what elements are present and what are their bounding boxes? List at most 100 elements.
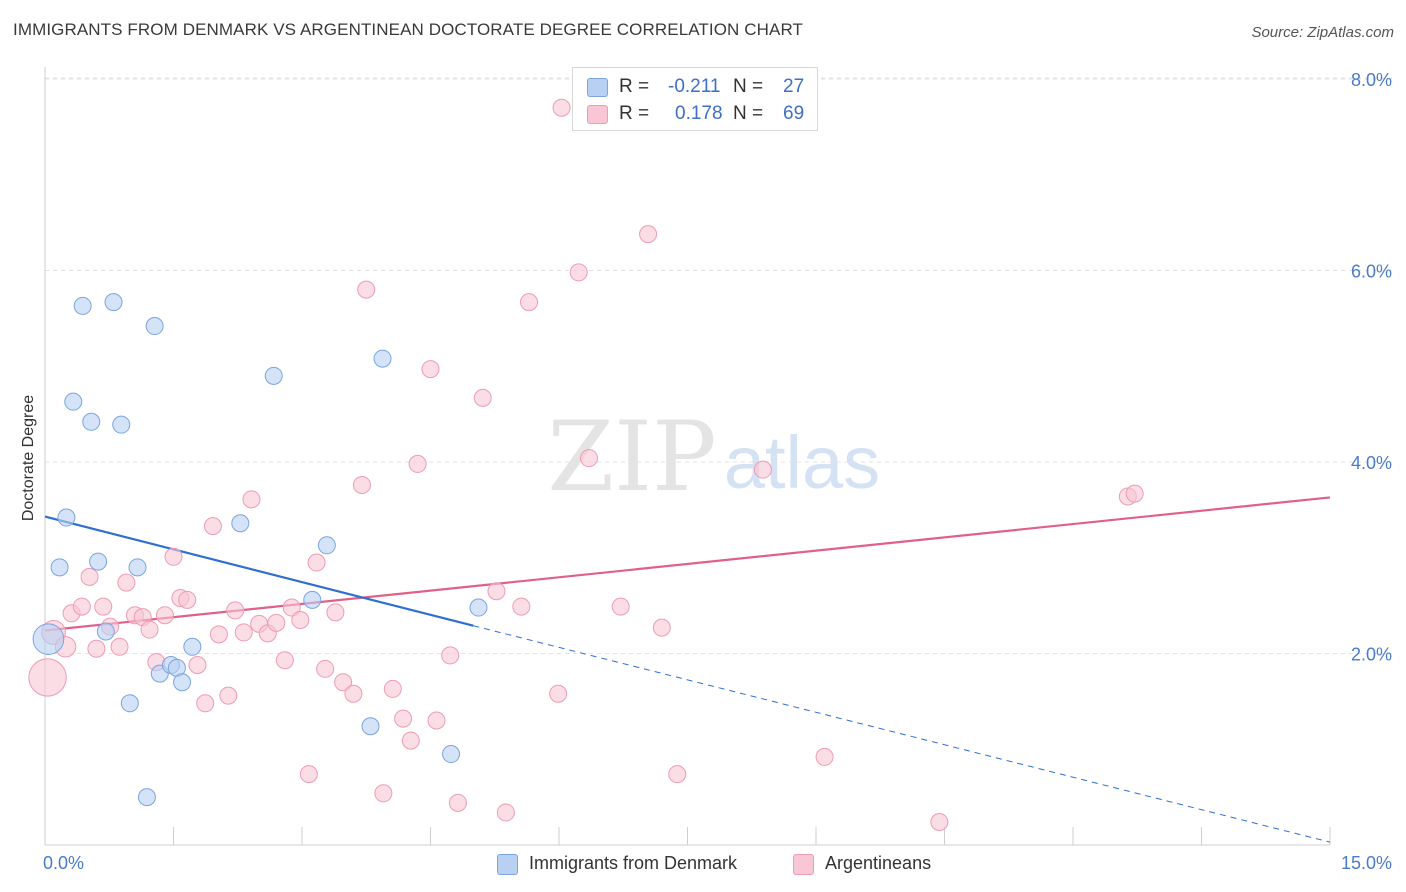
denmark-point bbox=[373, 349, 392, 368]
argentineans-point bbox=[639, 225, 658, 244]
argentineans-point bbox=[291, 610, 310, 629]
denmark-trendline bbox=[44, 515, 474, 627]
y-tick-label: 2.0% bbox=[1351, 645, 1392, 665]
argentineans-point bbox=[140, 620, 159, 639]
argentineans-point bbox=[155, 606, 174, 625]
pink-swatch bbox=[793, 854, 814, 875]
argentineans-point bbox=[94, 597, 113, 616]
argentineans-point bbox=[196, 694, 215, 713]
argentineans-point bbox=[344, 684, 363, 703]
argentineans-point bbox=[408, 454, 427, 473]
source-credit: Source: ZipAtlas.com bbox=[1251, 24, 1394, 41]
denmark-point bbox=[264, 366, 283, 385]
axes bbox=[44, 67, 1331, 846]
argentineans-point bbox=[164, 547, 183, 566]
x-tick-label: 15.0% bbox=[1341, 853, 1392, 873]
n-value: 27 bbox=[783, 76, 805, 97]
denmark-point bbox=[64, 392, 83, 411]
argentineans-point bbox=[242, 490, 261, 509]
argentineans-point bbox=[930, 813, 949, 832]
denmark-point bbox=[442, 745, 461, 764]
y-tick-label: 4.0% bbox=[1351, 453, 1392, 473]
argentineans-point bbox=[473, 388, 492, 407]
legend-label: Immigrants from Denmark bbox=[529, 853, 738, 873]
denmark-point bbox=[104, 293, 123, 312]
argentineans-point bbox=[496, 803, 515, 822]
argentineans-point bbox=[72, 597, 91, 616]
argentineans-point bbox=[357, 280, 376, 299]
argentineans-point bbox=[401, 731, 420, 750]
denmark-point bbox=[73, 296, 92, 315]
blue-swatch bbox=[587, 78, 608, 97]
argentineans-point bbox=[753, 460, 772, 479]
denmark-point bbox=[361, 717, 380, 736]
r-value: -0.211 bbox=[668, 76, 721, 97]
denmark-point bbox=[89, 552, 108, 571]
denmark-point bbox=[112, 415, 131, 434]
watermark: ZIP atlas bbox=[547, 401, 880, 513]
argentineans-point bbox=[427, 711, 446, 730]
n-label: N = bbox=[733, 103, 764, 124]
argentineans-point bbox=[441, 646, 460, 665]
argentineans-point bbox=[307, 553, 326, 572]
argentineans-point bbox=[1125, 484, 1144, 503]
y-tick-label: 6.0% bbox=[1351, 262, 1392, 282]
argentineans-point bbox=[209, 625, 228, 644]
argentineans-point bbox=[28, 658, 67, 697]
argentineans-point bbox=[579, 449, 598, 468]
n-value: 69 bbox=[783, 103, 805, 124]
argentineans-point bbox=[569, 263, 588, 282]
argentineans-point bbox=[326, 603, 345, 622]
denmark-trendline-extension bbox=[473, 625, 1331, 843]
argentineans-point bbox=[282, 598, 301, 617]
argentineans-point bbox=[394, 709, 413, 728]
argentineans-point bbox=[374, 784, 393, 803]
argentineans-point bbox=[383, 679, 402, 698]
stats-legend: R = -0.211 N = 27 R = 0.178 N = 69 bbox=[572, 67, 818, 131]
r-value: 0.178 bbox=[675, 103, 723, 124]
y-axis-title: Doctorate Degree bbox=[20, 395, 37, 521]
chart-title: IMMIGRANTS FROM DENMARK VS ARGENTINEAN D… bbox=[13, 20, 804, 39]
argentineans-point bbox=[334, 673, 353, 692]
argentineans-point bbox=[80, 567, 99, 586]
argentineans-point bbox=[487, 582, 506, 601]
denmark-point bbox=[57, 508, 76, 527]
n-label: N = bbox=[733, 76, 764, 97]
argentineans-point bbox=[520, 293, 539, 312]
argentineans-point bbox=[188, 655, 207, 674]
argentineans-point bbox=[267, 613, 286, 632]
argentineans-point bbox=[178, 590, 197, 609]
denmark-points bbox=[32, 293, 488, 807]
r-label: R = bbox=[619, 103, 650, 124]
denmark-point bbox=[50, 558, 69, 577]
argentineans-points bbox=[28, 98, 1144, 832]
x-tick-label: 0.0% bbox=[43, 853, 84, 873]
watermark-atlas: atlas bbox=[724, 421, 880, 504]
tick-labels: 2.0% 4.0% 6.0% 8.0% 0.0% 15.0% bbox=[43, 70, 1392, 873]
denmark-point bbox=[32, 623, 65, 655]
denmark-point bbox=[82, 412, 101, 431]
watermark-zip: ZIP bbox=[547, 401, 716, 513]
legend-label: Argentineans bbox=[825, 853, 932, 873]
denmark-point bbox=[173, 673, 192, 692]
argentineans-point bbox=[203, 517, 222, 536]
argentineans-point bbox=[611, 597, 630, 616]
argentineans-point bbox=[234, 623, 253, 642]
denmark-point bbox=[303, 590, 322, 609]
argentineans-point bbox=[226, 601, 245, 620]
argentineans-point bbox=[668, 765, 687, 784]
argentineans-point bbox=[652, 618, 671, 637]
r-label: R = bbox=[619, 76, 650, 97]
argentineans-point bbox=[815, 747, 834, 766]
denmark-point bbox=[469, 598, 488, 617]
argentineans-point bbox=[219, 686, 238, 705]
denmark-point bbox=[96, 622, 115, 641]
denmark-point bbox=[231, 514, 250, 533]
argentineans-point bbox=[552, 98, 571, 117]
argentineans-point bbox=[87, 639, 106, 658]
argentineans-point bbox=[352, 475, 371, 494]
argentineans-point bbox=[299, 765, 318, 784]
blue-swatch bbox=[497, 854, 518, 875]
denmark-point bbox=[128, 558, 147, 577]
